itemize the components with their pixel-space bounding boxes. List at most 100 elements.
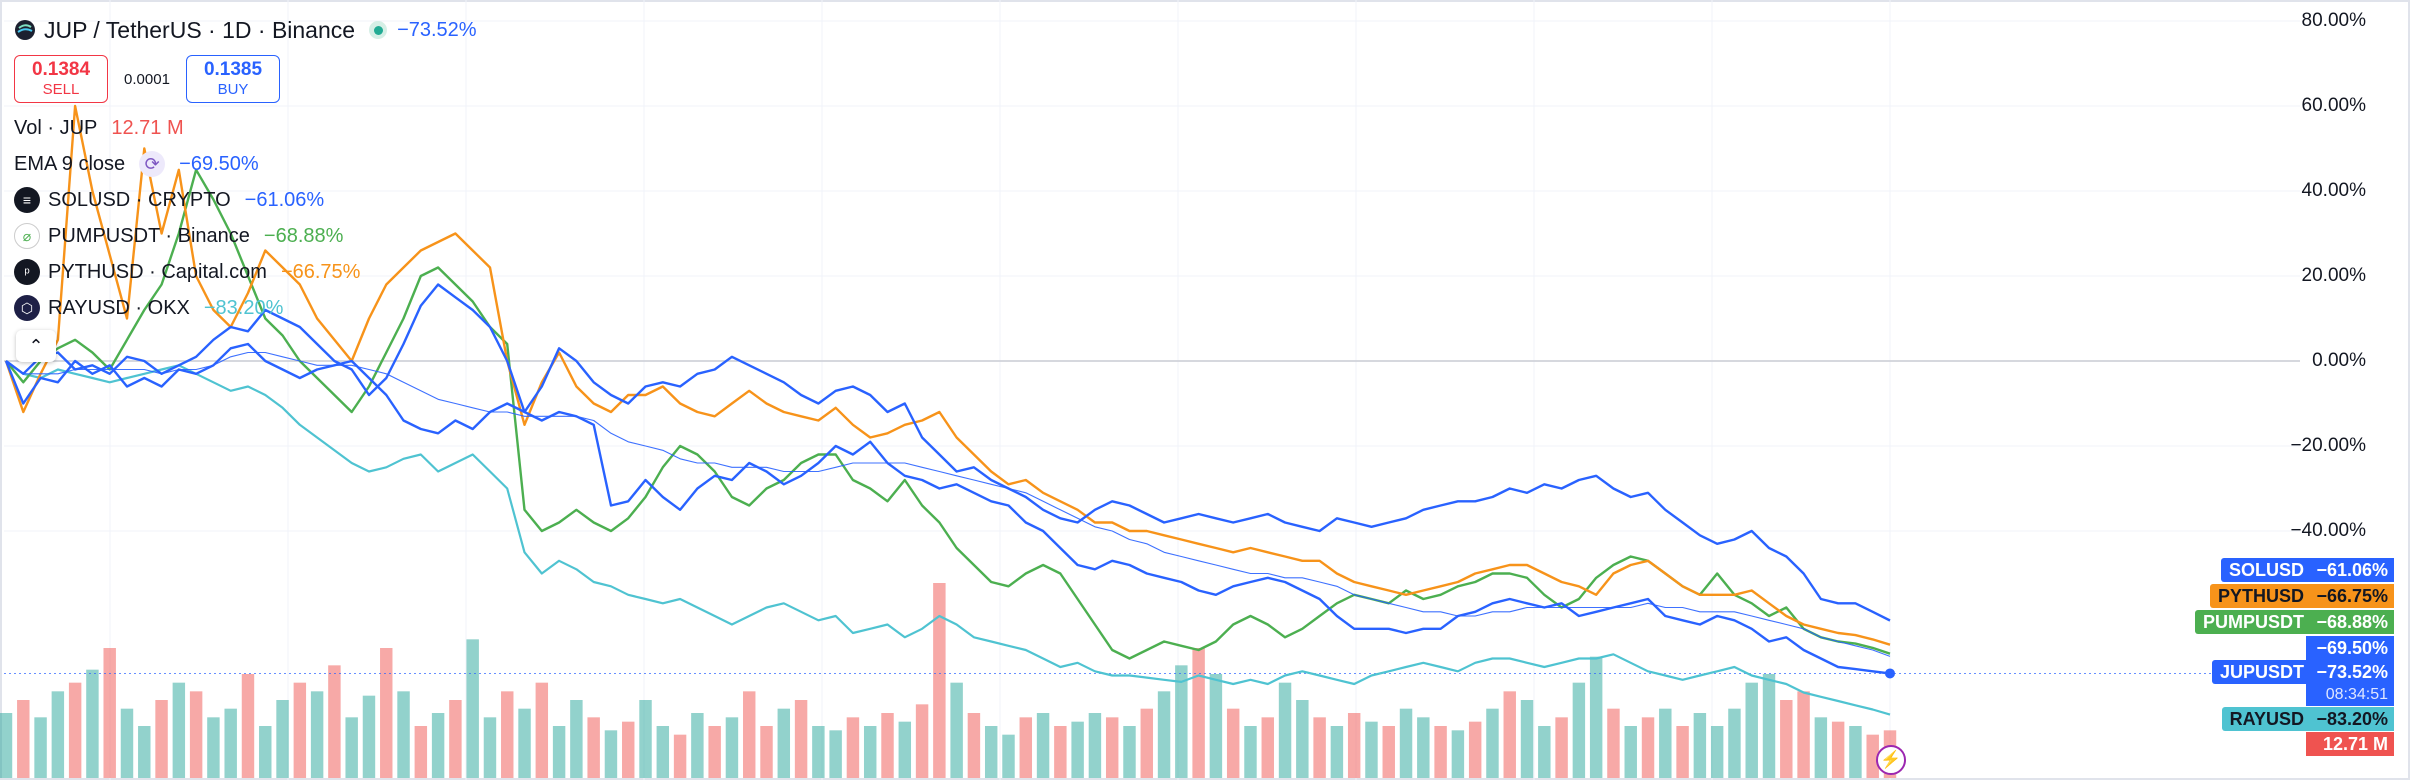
volume-bar bbox=[431, 713, 445, 778]
volume-bar bbox=[794, 700, 808, 778]
volume-bar bbox=[1831, 721, 1845, 778]
volume-bar bbox=[1434, 726, 1447, 778]
volume-bar bbox=[1676, 726, 1689, 778]
volume-bar bbox=[1209, 674, 1223, 778]
volume-bar bbox=[1555, 717, 1568, 778]
volume-bar bbox=[1278, 682, 1292, 778]
volume-bar bbox=[639, 700, 652, 778]
legend-compare-rayusd[interactable]: ⬡ RAYUSD · OKX −83.20% bbox=[14, 290, 477, 326]
volume-bar bbox=[535, 682, 549, 778]
volume-bar bbox=[1814, 717, 1828, 778]
volume-bar bbox=[984, 726, 998, 778]
volume-bar bbox=[1365, 721, 1378, 778]
bar-countdown: 08:34:51 bbox=[2306, 684, 2394, 706]
buy-label: BUY bbox=[217, 81, 249, 98]
volume-bar bbox=[1192, 648, 1205, 778]
volume-bar bbox=[1002, 734, 1015, 778]
volume-bar bbox=[414, 726, 428, 778]
volume-bar bbox=[1296, 700, 1309, 778]
volume-bar bbox=[1728, 708, 1741, 778]
volume-bar bbox=[51, 691, 65, 778]
volume-bar bbox=[17, 700, 30, 778]
volume-bar bbox=[1486, 708, 1499, 778]
sync-icon[interactable]: ⟳ bbox=[139, 151, 166, 177]
badge-pumpusdt: PUMPUSDT −68.88% bbox=[0, 610, 2410, 634]
volume-bar bbox=[552, 726, 566, 778]
buy-button[interactable]: 0.1385 BUY bbox=[186, 55, 280, 103]
collapse-legend-button[interactable]: ⌃ bbox=[16, 330, 56, 362]
volume-bar bbox=[120, 708, 134, 778]
volume-bar bbox=[293, 682, 307, 778]
volume-bar bbox=[1797, 691, 1810, 778]
market-open-icon bbox=[369, 21, 388, 39]
volume-bar bbox=[1347, 713, 1361, 778]
volume-bar bbox=[1330, 726, 1344, 778]
volume-bar bbox=[362, 695, 376, 778]
raydium-icon: ⬡ bbox=[14, 295, 40, 321]
badge-ema: −69.50% bbox=[0, 636, 2410, 660]
legend-compare-pythusd[interactable]: ᵖ PYTHUSD · Capital.com −66.75% bbox=[14, 254, 477, 290]
volume-bar bbox=[950, 682, 963, 778]
volume-bar bbox=[1382, 726, 1395, 778]
volume-bar bbox=[1157, 691, 1171, 778]
symbol-change: −73.52% bbox=[397, 18, 477, 41]
pump-icon: ⌀ bbox=[14, 223, 40, 249]
compare-value: −83.20% bbox=[203, 296, 284, 319]
legend-ema[interactable]: EMA 9 close ⟳ −69.50% bbox=[14, 146, 477, 182]
volume-bar bbox=[310, 691, 324, 778]
y-tick-label: 20.00% bbox=[2301, 265, 2366, 286]
volume-bar bbox=[673, 734, 687, 778]
chevron-up-icon: ⌃ bbox=[28, 335, 44, 356]
volume-bar bbox=[656, 726, 670, 778]
volume-bar bbox=[915, 704, 929, 778]
series-line-pumpusdt bbox=[5, 168, 1891, 660]
buy-price: 0.1385 bbox=[203, 59, 263, 80]
volume-bar bbox=[691, 713, 704, 778]
volume-bar bbox=[86, 669, 99, 778]
volume-bar bbox=[1123, 726, 1136, 778]
badge-value: −68.88% bbox=[2306, 610, 2394, 634]
ema-value: −69.50% bbox=[179, 152, 259, 175]
volume-bar bbox=[189, 691, 203, 778]
lightning-icon[interactable]: ⚡ bbox=[1876, 745, 1906, 775]
spread-value: 0.0001 bbox=[124, 70, 170, 88]
symbol-title-row[interactable]: JUP / TetherUS · 1D · Binance −73.52% bbox=[14, 14, 477, 46]
trade-buttons: 0.1384 SELL 0.0001 0.1385 BUY bbox=[14, 54, 477, 104]
volume-bar bbox=[967, 713, 981, 778]
volume-bar bbox=[708, 726, 721, 778]
volume-bar bbox=[155, 700, 168, 778]
volume-bar bbox=[1572, 682, 1586, 778]
volume-bar bbox=[1520, 700, 1534, 778]
compare-name: PUMPUSDT · Binance bbox=[48, 224, 250, 247]
volume-bar bbox=[863, 726, 877, 778]
legend-compare-pumpusdt[interactable]: ⌀ PUMPUSDT · Binance −68.88% bbox=[14, 218, 477, 254]
volume-bar bbox=[1762, 674, 1776, 778]
volume-bar bbox=[1503, 691, 1516, 778]
volume-bar bbox=[1071, 721, 1084, 778]
chart-legend: JUP / TetherUS · 1D · Binance −73.52% 0.… bbox=[14, 14, 477, 326]
sell-button[interactable]: 0.1384 SELL bbox=[14, 55, 108, 103]
volume-bar bbox=[1226, 708, 1240, 778]
series-line-pythusd bbox=[4, 104, 1891, 646]
badge-volume: 12.71 M bbox=[0, 732, 2410, 756]
volume-bar bbox=[1693, 713, 1707, 778]
volume-bar bbox=[276, 700, 289, 778]
volume-bar bbox=[1710, 726, 1724, 778]
volume-bar bbox=[1417, 717, 1430, 778]
legend-volume[interactable]: Vol · JUP 12.71 M bbox=[14, 110, 477, 146]
volume-bar bbox=[760, 726, 773, 778]
last-price-marker bbox=[1885, 668, 1895, 679]
badge-value: −69.50% bbox=[2306, 636, 2394, 660]
volume-bar bbox=[1054, 726, 1067, 778]
volume-bar bbox=[103, 648, 116, 778]
legend-compare-solusd[interactable]: ≡ SOLUSD · CRYPTO −61.06% bbox=[14, 182, 477, 218]
volume-bar bbox=[328, 665, 341, 778]
volume-bar bbox=[380, 648, 393, 778]
symbol-title[interactable]: JUP / TetherUS · 1D · Binance bbox=[44, 16, 356, 43]
volume-bar bbox=[881, 713, 894, 778]
volume-bar bbox=[1659, 708, 1672, 778]
volume-bar bbox=[1088, 713, 1102, 778]
series-line-rayusd bbox=[5, 360, 1891, 716]
